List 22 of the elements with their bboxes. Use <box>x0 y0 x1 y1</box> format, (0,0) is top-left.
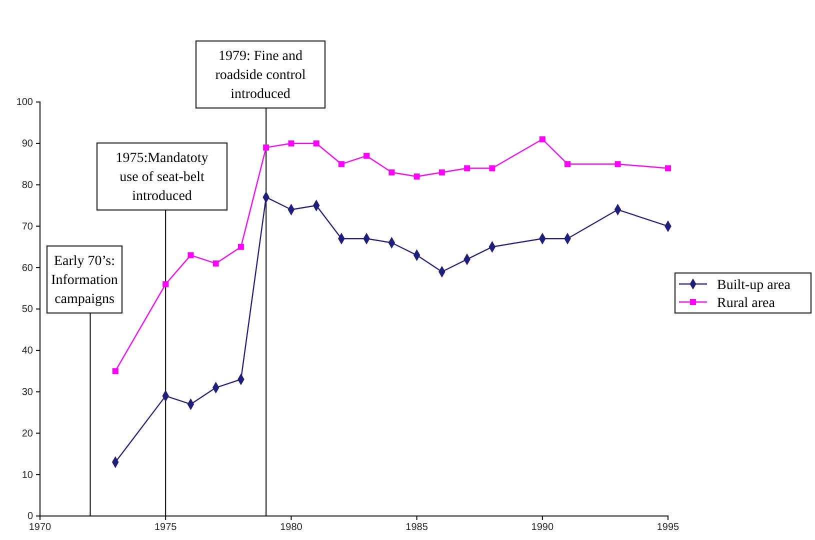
y-tick-label: 30 <box>22 387 34 398</box>
y-tick-label: 40 <box>22 346 34 357</box>
legend-label: Built-up area <box>717 278 792 293</box>
x-tick-label: 1980 <box>280 522 303 534</box>
y-tick-label: 70 <box>22 221 34 232</box>
y-tick-label: 60 <box>22 262 34 274</box>
x-tick-label: 1990 <box>531 522 554 534</box>
ref-line-label: 1979: Fine and roadside control introduced <box>215 49 306 102</box>
y-tick-label: 80 <box>22 180 34 191</box>
y-tick-label: 100 <box>16 97 34 108</box>
ref-line-label: 1975:Mandatoty use of seat-belt introduced <box>116 151 208 204</box>
legend-label: Rural area <box>717 296 776 311</box>
y-tick-label: 20 <box>22 428 34 440</box>
ref-line-label: Early 70’s: Information campaigns <box>51 254 118 307</box>
y-tick-label: 90 <box>22 138 34 150</box>
x-tick-label: 1995 <box>656 522 680 534</box>
x-tick-label: 1975 <box>154 522 178 534</box>
y-tick-label: 50 <box>22 304 34 316</box>
y-tick-label: 10 <box>22 470 34 481</box>
x-tick-label: 1985 <box>406 522 428 534</box>
y-tick-label: 0 <box>27 511 34 522</box>
x-tick-label: 1970 <box>28 522 52 534</box>
